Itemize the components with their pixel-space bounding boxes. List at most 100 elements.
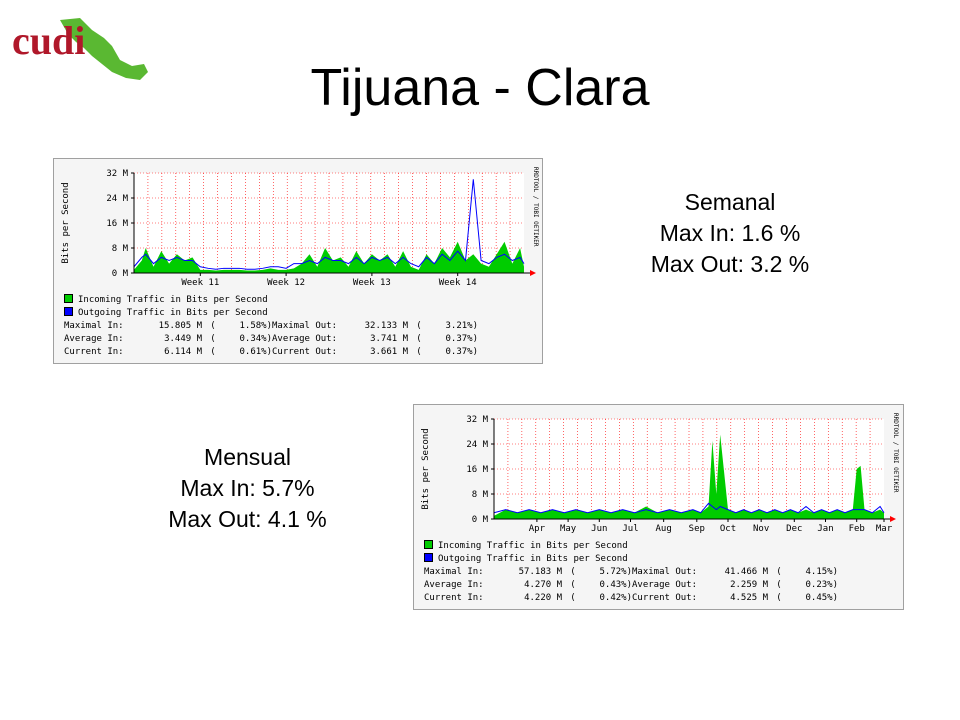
stats-row: Maximal In: 57.183 M (5.72%)Maximal Out: 41… xyxy=(424,566,838,579)
stats-cell: ( xyxy=(416,321,422,331)
incoming-swatch xyxy=(424,540,433,549)
stats-cell: 4.220 M xyxy=(524,593,562,603)
stats-row: Average In: 3.449 M (0.34%)Average Out: 3.7… xyxy=(64,333,478,346)
stats-cell: ( xyxy=(776,580,782,590)
weekly-summary-max-out: Max Out: 3.2 % xyxy=(650,251,810,277)
x-axis-arrow xyxy=(530,270,536,276)
legend-incoming: Incoming Traffic in Bits per Second xyxy=(64,294,268,307)
stats-cell: 32.133 M xyxy=(364,321,408,331)
stats-cell: 3.741 M xyxy=(370,334,408,344)
legend-outgoing: Outgoing Traffic in Bits per Second xyxy=(64,307,268,320)
stats-cell: 0.37%) xyxy=(445,334,478,344)
logo-text: cudi xyxy=(12,18,85,63)
stats-cell: 0.45%) xyxy=(805,593,838,603)
series-outgoing-line xyxy=(493,502,885,514)
monthly-summary-label: Mensual xyxy=(204,444,291,470)
y-tick-label: 16 M xyxy=(106,219,128,229)
stats-cell: Maximal In: xyxy=(424,567,484,577)
page-title: Tijuana - Clara xyxy=(310,59,650,117)
stats-cell: Current Out: xyxy=(632,593,698,603)
stats-cell: 6.114 M xyxy=(164,347,202,357)
y-tick-label: 32 M xyxy=(106,169,128,179)
mexico-map-shape xyxy=(60,18,148,80)
stats-cell: ( xyxy=(776,567,782,577)
x-tick-label: Jul xyxy=(622,524,638,534)
legend-outgoing-label: Outgoing Traffic in Bits per Second xyxy=(78,308,268,318)
outgoing-swatch xyxy=(64,307,73,316)
y-axis-label: Bits per Second xyxy=(421,428,431,509)
x-tick-label: Mar xyxy=(876,524,893,534)
y-axis-label: Bits per Second xyxy=(61,182,71,263)
stats-cell: 0.23%) xyxy=(805,580,838,590)
weekly-stats-table: Maximal In: 15.805 M (1.58%)Maximal Out: 32… xyxy=(64,320,478,359)
rrdtool-credit: RRDTOOL / TOBI OETIKER xyxy=(532,167,539,247)
stats-row: Maximal In: 15.805 M (1.58%)Maximal Out: 32… xyxy=(64,320,478,333)
y-tick-label: 8 M xyxy=(112,244,129,254)
y-tick-label: 24 M xyxy=(466,440,488,450)
x-tick-label: Oct xyxy=(720,524,736,534)
stats-cell: Current In: xyxy=(64,347,124,357)
stats-cell: 4.15%) xyxy=(805,567,838,577)
x-tick-label: Week 12 xyxy=(267,278,305,288)
stats-cell: Current Out: xyxy=(272,347,338,357)
stats-cell: 0.43%) xyxy=(599,580,632,590)
y-tick-label: 16 M xyxy=(466,465,488,475)
series-incoming-area xyxy=(134,241,524,273)
stats-cell: ( xyxy=(570,567,576,577)
monthly-summary-max-in: Max In: 5.7% xyxy=(180,475,315,501)
stats-cell: 4.525 M xyxy=(730,593,768,603)
monthly-chart-plot: 0 M 8 M 16 M 24 M 32 M Apr May Jun Jul Aug Sep Oct N… xyxy=(421,413,899,534)
stats-cell: 0.61%) xyxy=(239,347,272,357)
monthly-traffic-chart: 0 M 8 M 16 M 24 M 32 M Apr May Jun Jul Aug Sep Oct N… xyxy=(413,404,904,610)
stats-cell: ( xyxy=(210,347,216,357)
weekly-summary: Semanal Max In: 1.6 % Max Out: 3.2 % xyxy=(620,187,840,280)
x-tick-label: Dec xyxy=(786,524,802,534)
legend-outgoing-label: Outgoing Traffic in Bits per Second xyxy=(438,554,628,564)
x-tick-label: Aug xyxy=(656,524,672,534)
x-tick-label: Feb xyxy=(849,524,865,534)
x-tick-label: Sep xyxy=(689,524,705,534)
stats-cell: ( xyxy=(570,593,576,603)
outgoing-swatch xyxy=(424,553,433,562)
stats-cell: 5.72%) xyxy=(599,567,632,577)
stats-row: Average In: 4.270 M (0.43%)Average Out: 2.2… xyxy=(424,579,838,592)
stats-cell: 41.466 M xyxy=(724,567,768,577)
stats-cell: Average Out: xyxy=(632,580,698,590)
x-tick-label: May xyxy=(560,524,577,534)
stats-cell: 0.37%) xyxy=(445,347,478,357)
legend-incoming: Incoming Traffic in Bits per Second xyxy=(424,540,628,553)
x-tick-label: Jan xyxy=(817,524,833,534)
stats-cell: Average In: xyxy=(424,580,484,590)
stats-cell: Maximal Out: xyxy=(632,567,698,577)
stats-cell: ( xyxy=(210,334,216,344)
stats-cell: 1.58%) xyxy=(239,321,272,331)
legend-incoming-label: Incoming Traffic in Bits per Second xyxy=(438,541,628,551)
stats-cell: 3.661 M xyxy=(370,347,408,357)
stats-cell: Current In: xyxy=(424,593,484,603)
stats-cell: 3.21%) xyxy=(445,321,478,331)
stats-cell: Maximal Out: xyxy=(272,321,338,331)
legend-incoming-label: Incoming Traffic in Bits per Second xyxy=(78,295,268,305)
y-tick-label: 0 M xyxy=(112,269,129,279)
stats-row: Current In: 4.220 M (0.42%)Current Out: 4.5… xyxy=(424,592,838,605)
legend-outgoing: Outgoing Traffic in Bits per Second xyxy=(424,553,628,566)
stats-cell: Average In: xyxy=(64,334,124,344)
stats-cell: ( xyxy=(416,334,422,344)
x-axis-arrow xyxy=(890,516,896,522)
monthly-stats-table: Maximal In: 57.183 M (5.72%)Maximal Out: 41… xyxy=(424,566,838,605)
stats-cell: ( xyxy=(776,593,782,603)
cudi-logo: cudi xyxy=(12,18,148,80)
x-tick-label: Jun xyxy=(591,524,607,534)
y-tick-label: 0 M xyxy=(472,515,489,525)
rrdtool-credit: RRDTOOL / TOBI OETIKER xyxy=(892,413,899,493)
weekly-traffic-chart: 0 M 8 M 16 M 24 M 32 M Week 11 Week 12 Week 13 W… xyxy=(53,158,543,364)
y-tick-label: 8 M xyxy=(472,490,489,500)
stats-cell: Maximal In: xyxy=(64,321,124,331)
weekly-summary-label: Semanal xyxy=(684,189,776,215)
stats-row: Current In: 6.114 M (0.61%)Current Out: 3.6… xyxy=(64,346,478,359)
monthly-summary-max-out: Max Out: 4.1 % xyxy=(168,506,327,532)
monthly-summary: Mensual Max In: 5.7% Max Out: 4.1 % xyxy=(130,442,365,535)
stats-cell: 15.805 M xyxy=(158,321,202,331)
stats-cell: ( xyxy=(210,321,216,331)
monthly-legend: Incoming Traffic in Bits per Second Outg… xyxy=(424,540,628,566)
